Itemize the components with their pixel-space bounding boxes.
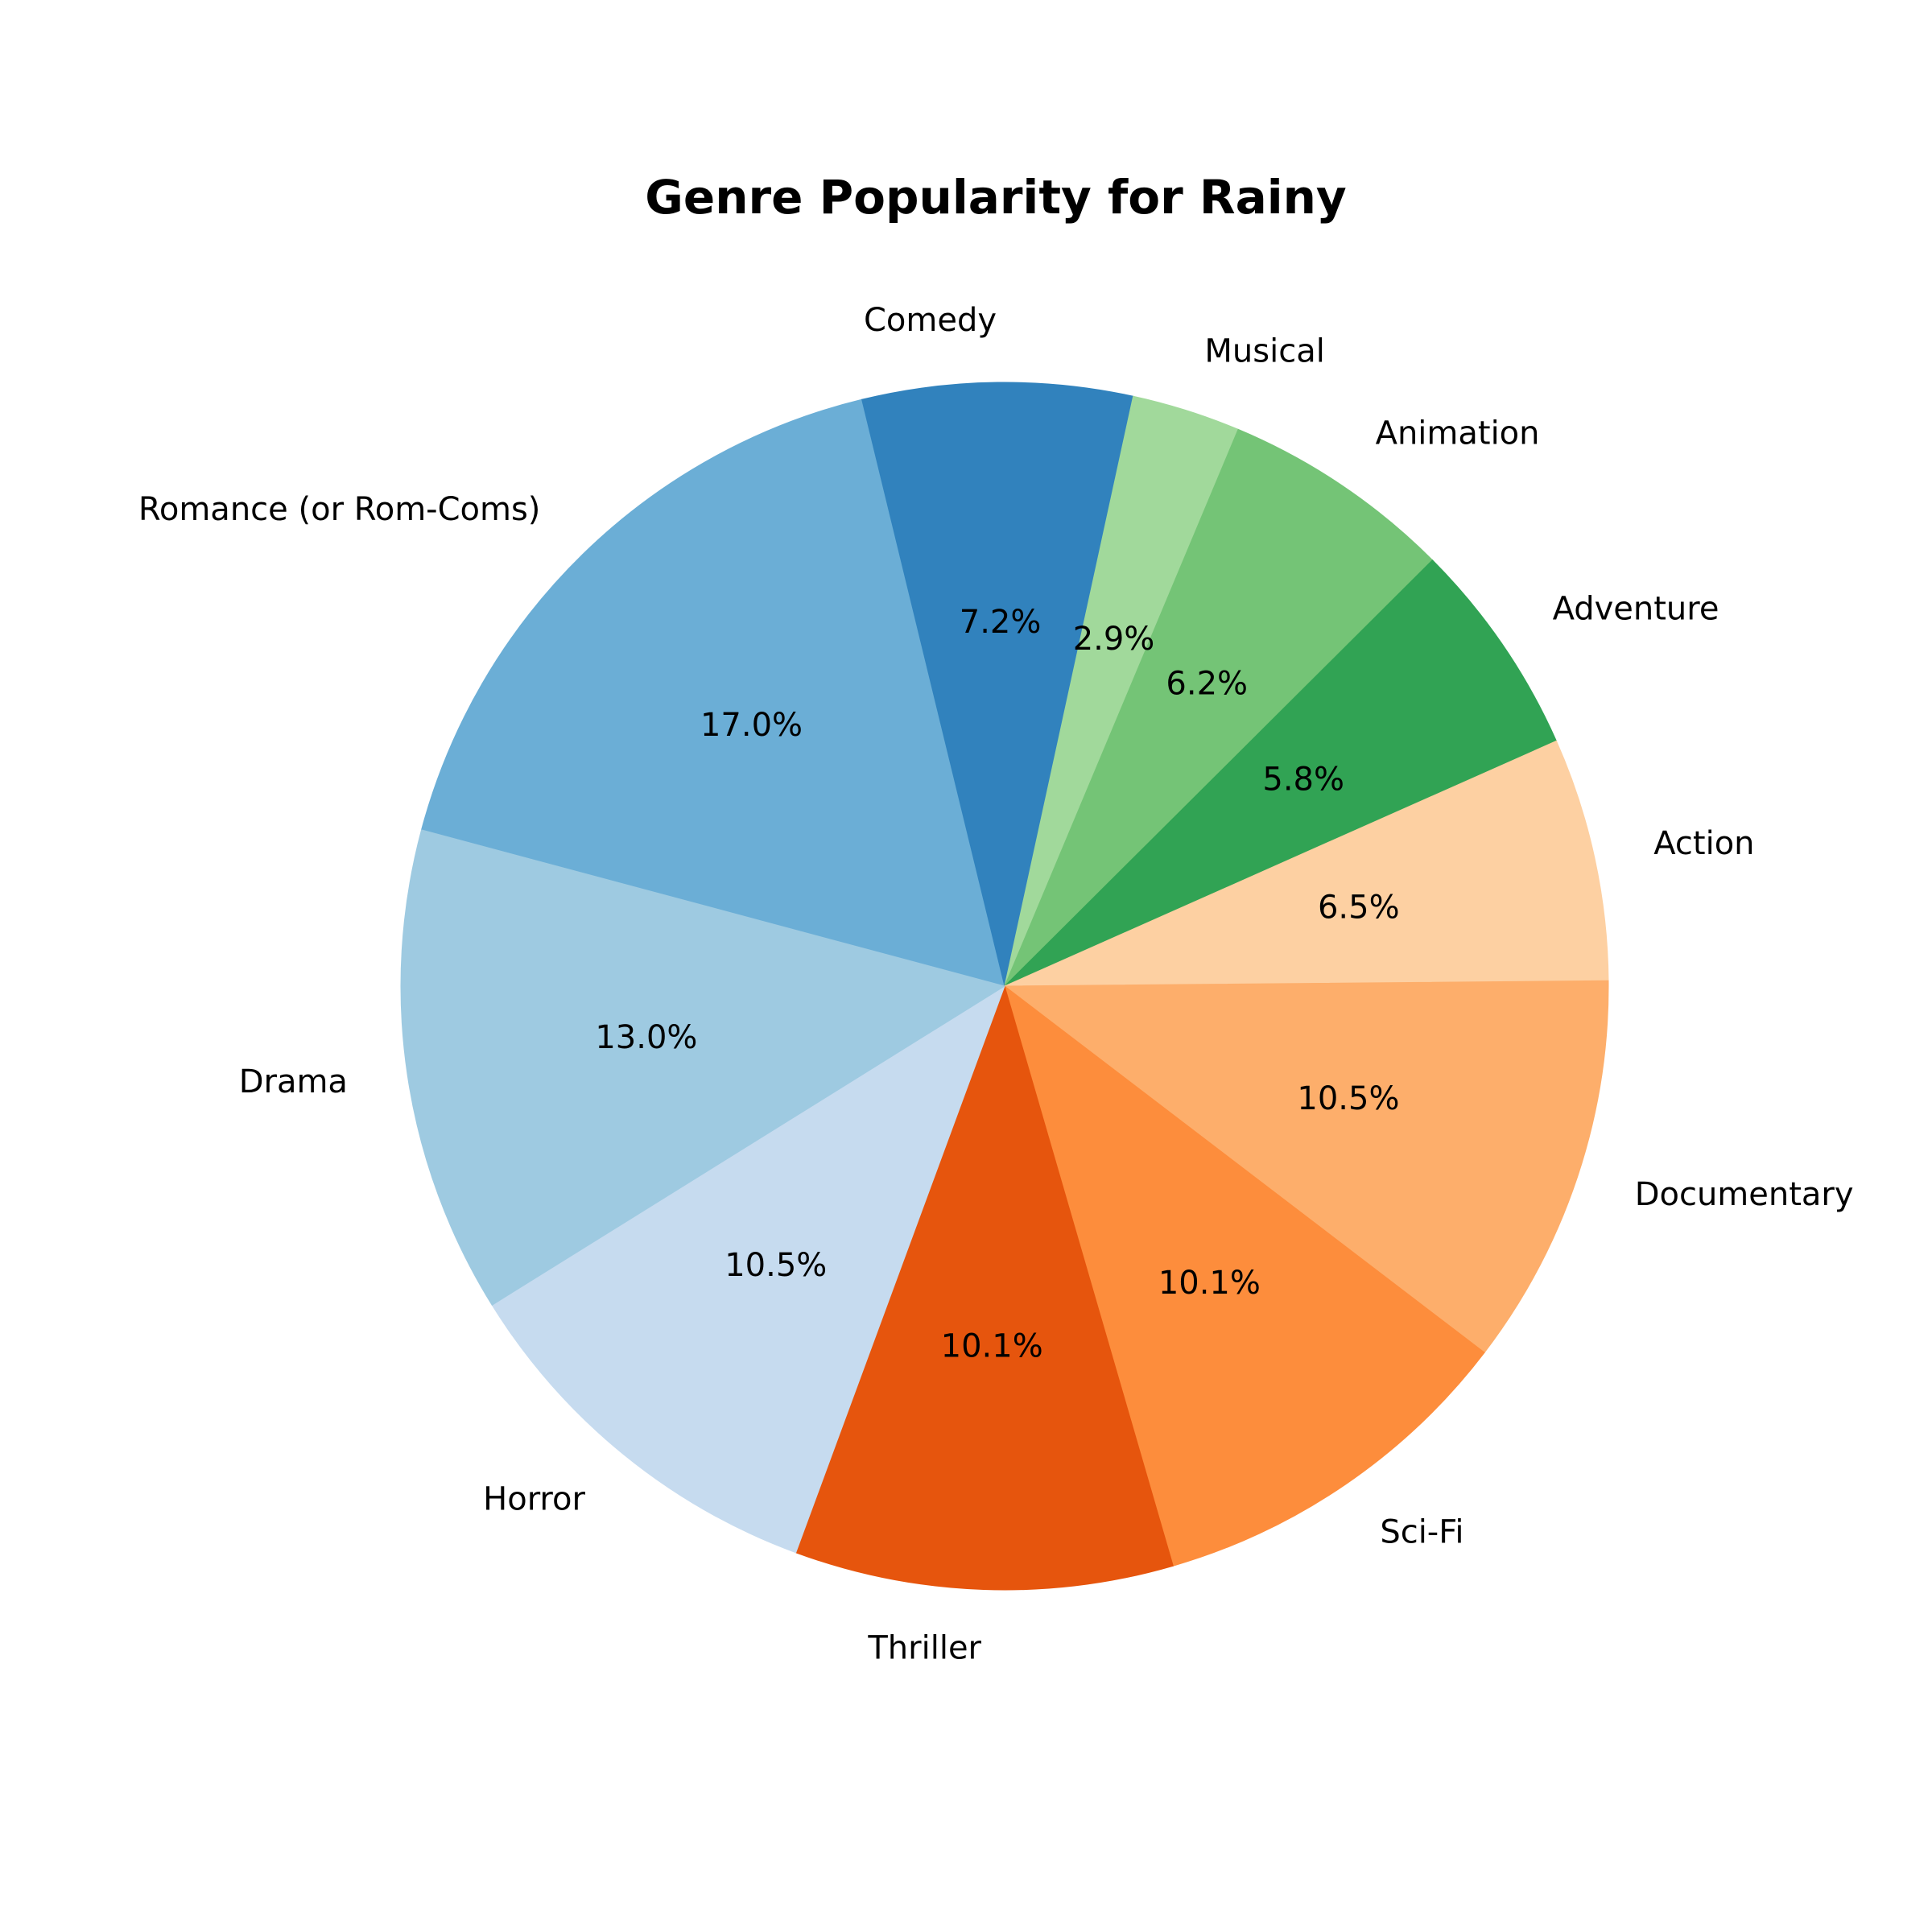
chart-title: Genre Popularity for Rainy (645, 170, 1346, 225)
slice-percent-romance-or-rom-coms: 17.0% (700, 707, 803, 744)
pie-slices (400, 382, 1609, 1591)
slice-label-action: Action (1653, 825, 1754, 862)
slice-percent-action: 6.5% (1318, 890, 1400, 927)
slice-drama (400, 829, 1006, 1306)
slice-adventure (1004, 559, 1558, 987)
slice-label-adventure: Adventure (1553, 591, 1719, 628)
slice-label-drama: Drama (239, 1063, 348, 1100)
slice-action (1004, 740, 1609, 987)
slice-label-thriller: Thriller (867, 1629, 981, 1666)
slice-label-animation: Animation (1376, 415, 1540, 452)
slice-thriller (795, 985, 1174, 1591)
slice-percent-adventure: 5.8% (1262, 762, 1344, 799)
slice-label-romance-or-rom-coms: Romance (or Rom-Coms) (138, 491, 541, 528)
slice-percent-sci-fi: 10.1% (1158, 1265, 1261, 1302)
slice-label-musical: Musical (1204, 332, 1324, 369)
slice-animation (1004, 428, 1434, 987)
slice-percent-musical: 2.9% (1073, 621, 1155, 658)
slice-percent-horror: 10.5% (724, 1247, 827, 1284)
slice-horror (491, 985, 1005, 1554)
slice-documentary (1003, 980, 1609, 1353)
slice-percent-comedy: 7.2% (960, 604, 1042, 641)
slice-percent-thriller: 10.1% (941, 1328, 1043, 1365)
slice-label-documentary: Documentary (1635, 1176, 1854, 1213)
pie-labels: Romance (or Rom-Coms) 17.0% Comedy 7.2% Musi… (138, 302, 1854, 1666)
slice-label-sci-fi: Sci-Fi (1380, 1514, 1463, 1551)
slice-percent-drama: 13.0% (595, 1019, 697, 1056)
slice-comedy (861, 382, 1134, 987)
slice-label-horror: Horror (483, 1481, 585, 1518)
slice-sci-fi (1004, 985, 1485, 1567)
slice-percent-documentary: 10.5% (1297, 1080, 1399, 1117)
slice-romance-or-rom-coms (420, 398, 1005, 987)
slice-label-comedy: Comedy (864, 302, 997, 339)
slice-percent-animation: 6.2% (1166, 666, 1248, 703)
